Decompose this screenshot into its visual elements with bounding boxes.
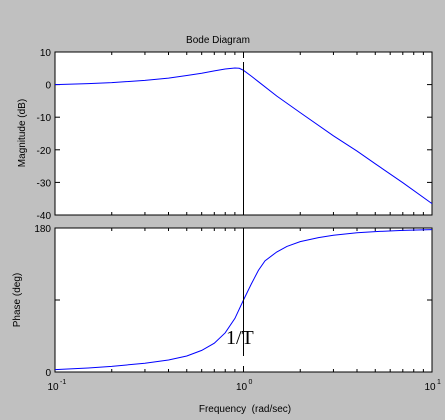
magnitude-axes: 10 0 -10 -20 -30 -40 Bode Diagram Magnitude (… [17,35,433,222]
magnitude-ytick-label: 0 [45,81,51,92]
magnitude-title: Bode Diagram [186,35,250,46]
phase-series-line [54,229,433,371]
frequency-tick-label: 10 [47,382,59,393]
frequency-tick-exponent: 1 [437,379,441,386]
magnitude-ytick-label: -30 [37,178,52,189]
phase-ytick-label: 180 [34,224,51,235]
magnitude-ytick-label: 10 [40,48,52,59]
frequency-tick-exponent: 0 [249,379,253,386]
frequency-xlabel: Frequency (rad/sec) [199,404,291,415]
magnitude-ytick-label: -20 [37,146,52,157]
marker-label: 1/T [226,327,254,349]
magnitude-series-line [54,67,433,205]
frequency-tick-label: 10 [236,382,248,393]
magnitude-ytick-label: -10 [37,113,52,124]
frequency-tick-exponent: -1 [60,379,66,386]
magnitude-ylabel: Magnitude (dB) [17,99,28,167]
frequency-tick-label: 10 [424,382,436,393]
phase-ytick-label: 0 [45,368,51,379]
corner-frequency-marker: 1/T [226,62,254,356]
magnitude-ytick-label: -40 [37,211,52,222]
phase-ylabel: Phase (deg) [12,273,23,327]
